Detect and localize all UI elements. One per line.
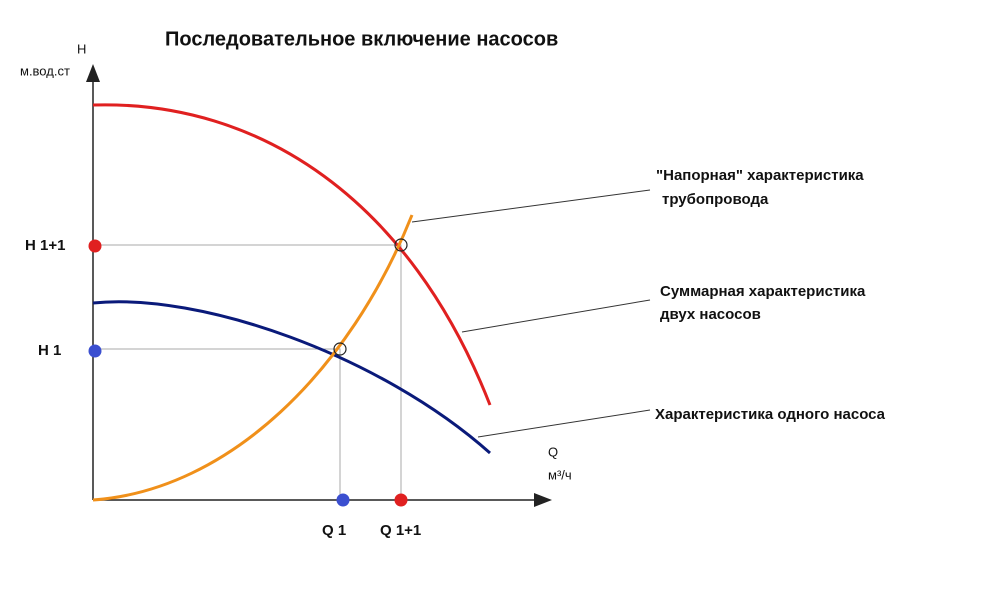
guides xyxy=(93,244,402,500)
sum-curve xyxy=(92,103,492,406)
annotation: Характеристика одного насоса xyxy=(655,406,886,423)
pipeline-curve xyxy=(92,214,414,502)
dot xyxy=(336,493,350,507)
intersection xyxy=(394,238,408,252)
dot xyxy=(88,344,102,358)
x-unit: м³/ч xyxy=(548,467,572,482)
annotation: двух насосов xyxy=(660,306,761,323)
guide-single xyxy=(93,348,341,500)
point-label: Q 1+1 xyxy=(380,522,421,539)
annotation: Суммарная характеристика xyxy=(660,283,866,300)
point-label: H 1+1 xyxy=(25,237,65,254)
leader xyxy=(411,189,651,223)
dot xyxy=(88,239,102,253)
y-arrow xyxy=(86,64,100,82)
point-label: H 1 xyxy=(38,342,61,359)
leaders xyxy=(411,189,651,438)
intersection xyxy=(333,342,347,356)
point-label: Q 1 xyxy=(322,522,346,539)
dot xyxy=(394,493,408,507)
y-unit: м.вод.ст xyxy=(20,63,70,78)
x-label: Q xyxy=(548,444,558,459)
title: Последовательное включение насосов xyxy=(165,28,558,50)
leader xyxy=(461,299,651,333)
y-label: H xyxy=(77,41,86,56)
single-curve xyxy=(92,300,491,455)
guide-double xyxy=(93,244,402,500)
leader xyxy=(477,409,651,438)
annotation: трубопровода xyxy=(662,191,769,208)
annotation: "Напорная" характеристика xyxy=(656,167,864,184)
x-arrow xyxy=(534,493,552,507)
